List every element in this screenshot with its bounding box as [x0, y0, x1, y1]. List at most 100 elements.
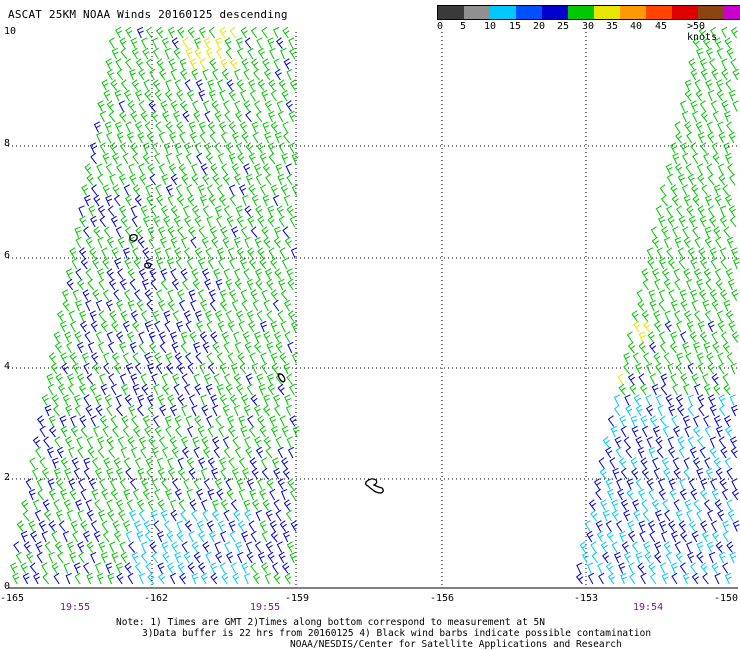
wind-barb: [174, 79, 181, 91]
wind-barb: [47, 478, 55, 490]
wind-barbs: [10, 26, 740, 585]
wind-barb: [60, 488, 68, 501]
wind-barb: [56, 310, 65, 322]
wind-barb: [130, 110, 138, 123]
wind-barb: [629, 383, 637, 396]
wind-barb: [214, 205, 222, 217]
wind-barb: [234, 278, 242, 291]
wind-barb: [112, 520, 120, 532]
wind-barb: [721, 100, 729, 112]
wind-barb: [708, 58, 716, 70]
wind-barb: [194, 215, 202, 228]
legend-swatch: [672, 6, 698, 19]
wind-barb: [722, 184, 730, 196]
wind-barb: [643, 320, 651, 333]
wind-barb: [236, 79, 244, 91]
wind-barb: [245, 173, 253, 186]
wind-barb: [631, 541, 639, 553]
wind-barb: [619, 415, 627, 427]
wind-barb: [214, 142, 221, 154]
wind-barb: [83, 226, 90, 238]
wind-barb: [234, 110, 243, 123]
wind-barb: [106, 331, 113, 343]
wind-barb: [138, 341, 146, 354]
wind-barb: [695, 121, 703, 133]
wind-barb: [129, 278, 137, 291]
wind-barb: [176, 530, 184, 543]
wind-barb: [680, 100, 687, 112]
wind-barb: [98, 310, 106, 322]
wind-barb: [679, 289, 687, 301]
wind-barb: [690, 68, 698, 81]
wind-barb: [108, 373, 115, 385]
wind-barb: [103, 362, 110, 375]
wind-barb: [164, 247, 172, 259]
wind-barb: [79, 310, 87, 322]
wind-barb: [732, 68, 740, 81]
wind-barb: [668, 478, 676, 490]
wind-barb: [141, 541, 148, 553]
wind-barb: [114, 257, 122, 270]
wind-barb: [149, 541, 157, 553]
wind-barb: [157, 499, 165, 511]
wind-barb: [649, 341, 657, 354]
wind-barb: [680, 373, 688, 385]
wind-barb: [123, 89, 131, 102]
wind-barb: [68, 310, 75, 322]
wind-barb: [268, 142, 276, 154]
wind-barb: [725, 268, 733, 280]
wind-barb: [677, 404, 685, 417]
wind-barb: [245, 142, 253, 154]
wind-barb: [170, 205, 178, 217]
wind-barb: [598, 457, 605, 469]
wind-barb: [697, 436, 704, 448]
wind-barb: [47, 383, 54, 396]
wind-barb: [234, 341, 242, 354]
wind-barb: [144, 425, 152, 438]
wind-barb: [679, 488, 687, 501]
wind-barb: [624, 394, 631, 406]
wind-barb: [275, 373, 283, 385]
wind-barb: [260, 320, 267, 333]
wind-barb: [229, 26, 237, 39]
wind-barb: [203, 373, 211, 385]
wind-barb: [731, 478, 738, 490]
wind-barb: [78, 205, 85, 217]
wind-barb: [162, 551, 170, 564]
wind-barb: [128, 541, 136, 553]
wind-barb: [292, 425, 300, 438]
wind-barb: [101, 520, 108, 532]
wind-barb: [243, 404, 251, 417]
wind-barb: [290, 488, 297, 501]
wind-barb: [126, 131, 134, 144]
wind-barb: [151, 551, 159, 564]
wind-barb: [265, 173, 272, 186]
wind-barb: [174, 142, 182, 154]
wind-barb: [50, 362, 58, 375]
wind-barb: [128, 163, 135, 175]
wind-barb: [702, 299, 710, 312]
wind-barb: [22, 572, 30, 585]
wind-barb: [278, 79, 286, 91]
wind-barb: [207, 488, 215, 501]
wind-barb: [607, 415, 615, 427]
wind-barb: [700, 110, 708, 123]
wind-barb: [48, 425, 57, 438]
wind-barb: [240, 425, 248, 438]
wind-barb: [220, 499, 228, 511]
wind-barb: [228, 520, 236, 532]
wind-barb: [672, 152, 680, 165]
wind-barb: [283, 299, 292, 312]
wind-barb: [127, 436, 135, 448]
wind-barb: [711, 68, 719, 81]
wind-barb: [245, 110, 252, 123]
wind-barb: [180, 331, 188, 343]
wind-barb: [93, 121, 101, 133]
wind-barb: [260, 562, 269, 574]
wind-barb: [248, 184, 256, 196]
wind-barb: [144, 289, 152, 301]
wind-barb: [263, 436, 271, 448]
wind-barb: [206, 415, 213, 427]
wind-barb: [717, 509, 725, 522]
lon-label-165: -165: [0, 593, 25, 604]
